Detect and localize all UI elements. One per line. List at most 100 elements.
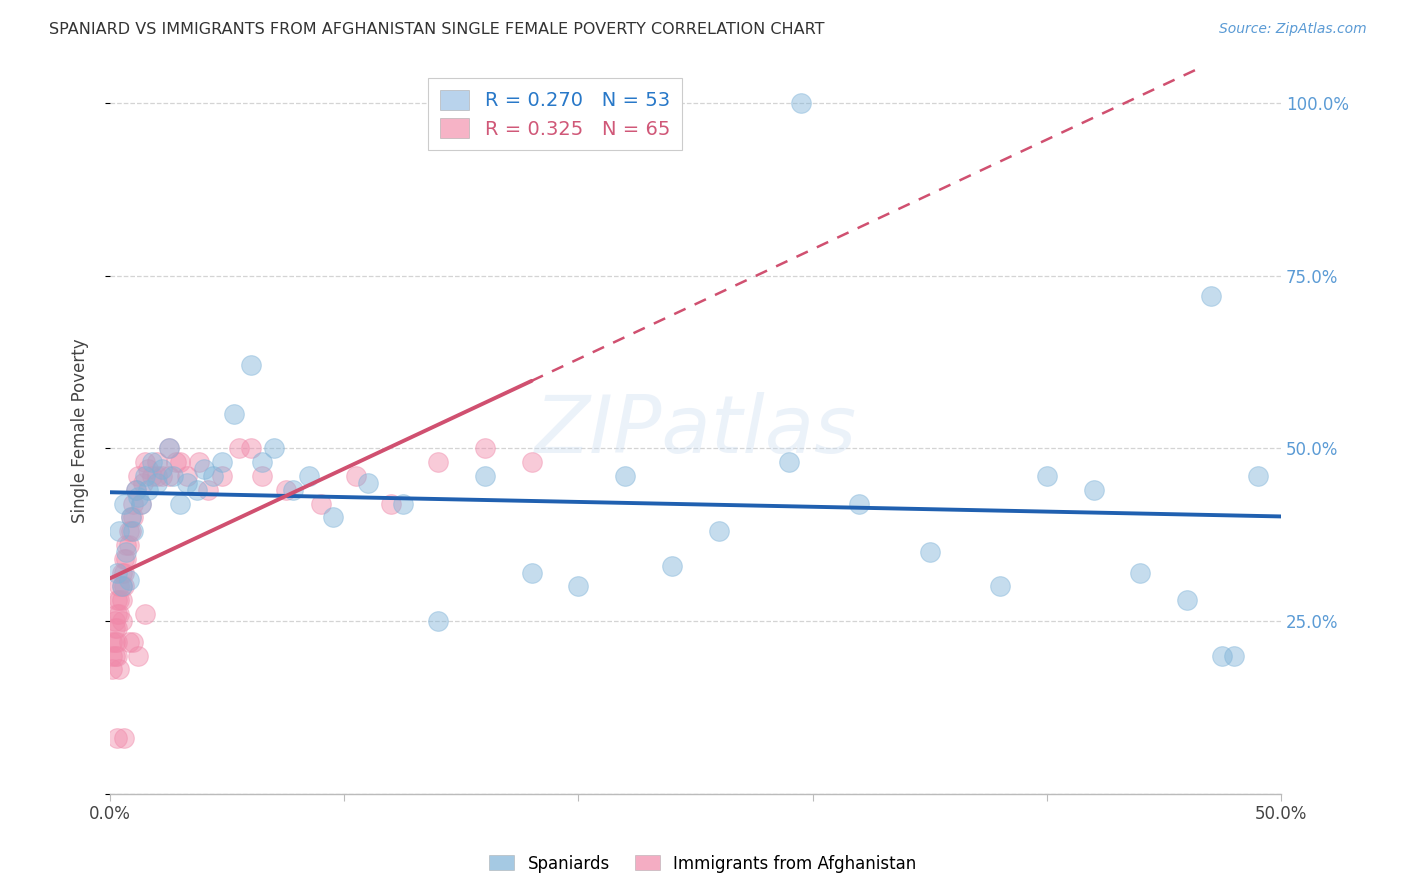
Legend: Spaniards, Immigrants from Afghanistan: Spaniards, Immigrants from Afghanistan xyxy=(482,848,924,880)
Point xyxy=(118,634,141,648)
Point xyxy=(111,579,134,593)
Point xyxy=(111,593,134,607)
Point xyxy=(193,462,215,476)
Point xyxy=(108,662,131,676)
Point xyxy=(614,469,637,483)
Point xyxy=(169,455,191,469)
Point xyxy=(146,455,169,469)
Text: ZIPatlas: ZIPatlas xyxy=(534,392,856,470)
Point xyxy=(132,475,155,490)
Point xyxy=(115,552,138,566)
Point xyxy=(150,462,173,476)
Point xyxy=(211,469,233,483)
Point xyxy=(239,359,262,373)
Point xyxy=(165,455,187,469)
Point xyxy=(118,573,141,587)
Point xyxy=(120,510,142,524)
Point xyxy=(344,469,367,483)
Point xyxy=(239,442,262,456)
Point xyxy=(108,524,131,539)
Text: SPANIARD VS IMMIGRANTS FROM AFGHANISTAN SINGLE FEMALE POVERTY CORRELATION CHART: SPANIARD VS IMMIGRANTS FROM AFGHANISTAN … xyxy=(49,22,825,37)
Point xyxy=(134,469,156,483)
Point xyxy=(520,455,543,469)
Y-axis label: Single Female Poverty: Single Female Poverty xyxy=(72,339,89,524)
Point xyxy=(162,469,184,483)
Point xyxy=(567,579,589,593)
Point xyxy=(474,469,496,483)
Point xyxy=(115,538,138,552)
Point xyxy=(122,634,145,648)
Point xyxy=(157,442,180,456)
Point xyxy=(118,538,141,552)
Legend: R = 0.270   N = 53, R = 0.325   N = 65: R = 0.270 N = 53, R = 0.325 N = 65 xyxy=(429,78,682,151)
Point xyxy=(134,455,156,469)
Point xyxy=(104,621,127,635)
Point xyxy=(224,407,246,421)
Point xyxy=(252,455,274,469)
Point xyxy=(707,524,730,539)
Point xyxy=(112,552,135,566)
Point xyxy=(790,96,813,111)
Point xyxy=(146,469,169,483)
Point xyxy=(134,607,156,621)
Point xyxy=(141,455,163,469)
Point xyxy=(112,497,135,511)
Point xyxy=(125,483,148,497)
Point xyxy=(186,483,208,497)
Point xyxy=(228,442,250,456)
Point xyxy=(101,662,124,676)
Point xyxy=(104,648,127,663)
Point xyxy=(322,510,344,524)
Point xyxy=(197,483,219,497)
Point xyxy=(1175,593,1198,607)
Point xyxy=(356,475,378,490)
Point xyxy=(108,593,131,607)
Point xyxy=(115,545,138,559)
Point xyxy=(141,469,163,483)
Point xyxy=(988,579,1011,593)
Point xyxy=(122,524,145,539)
Point xyxy=(101,634,124,648)
Point xyxy=(129,497,152,511)
Point xyxy=(120,510,142,524)
Point xyxy=(146,475,169,490)
Point xyxy=(1036,469,1059,483)
Point xyxy=(125,483,148,497)
Point xyxy=(211,455,233,469)
Point xyxy=(274,483,297,497)
Point xyxy=(252,469,274,483)
Point xyxy=(474,442,496,456)
Point xyxy=(157,442,180,456)
Point xyxy=(105,621,128,635)
Point xyxy=(105,607,128,621)
Point xyxy=(426,455,449,469)
Point xyxy=(112,566,135,580)
Point xyxy=(1223,648,1246,663)
Point xyxy=(105,648,128,663)
Point xyxy=(176,475,198,490)
Point xyxy=(129,497,152,511)
Point xyxy=(122,497,145,511)
Point xyxy=(105,566,128,580)
Point xyxy=(104,614,127,628)
Point xyxy=(1211,648,1233,663)
Point xyxy=(101,648,124,663)
Point xyxy=(778,455,800,469)
Point xyxy=(298,469,321,483)
Point xyxy=(136,462,159,476)
Point xyxy=(127,469,149,483)
Point xyxy=(111,566,134,580)
Point xyxy=(122,510,145,524)
Point xyxy=(112,731,135,746)
Point xyxy=(426,614,449,628)
Point xyxy=(380,497,402,511)
Point xyxy=(848,497,870,511)
Point xyxy=(391,497,413,511)
Point xyxy=(118,524,141,539)
Point xyxy=(127,490,149,504)
Point xyxy=(136,483,159,497)
Point xyxy=(108,579,131,593)
Point xyxy=(120,524,142,539)
Point xyxy=(108,607,131,621)
Point xyxy=(176,469,198,483)
